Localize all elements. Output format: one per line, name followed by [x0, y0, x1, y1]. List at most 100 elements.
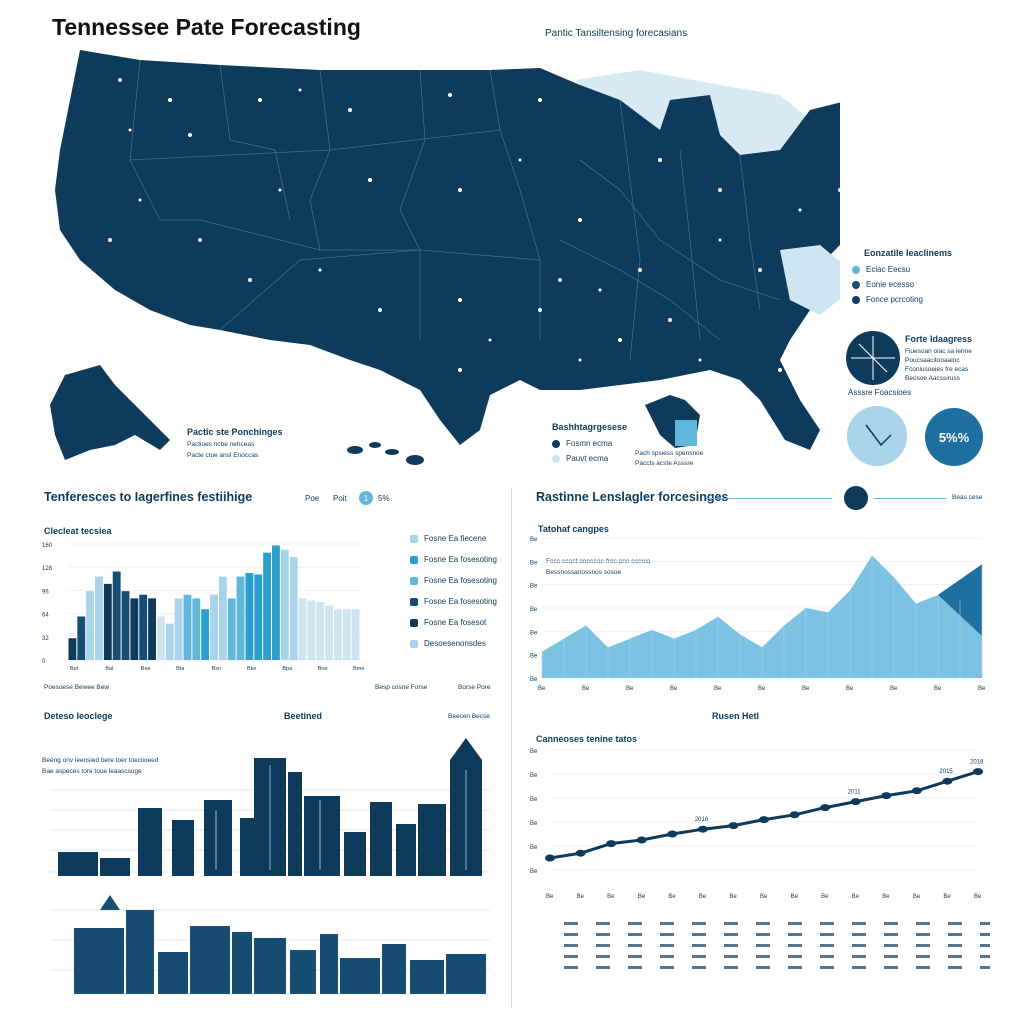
- panel2-dot-icon[interactable]: [844, 486, 868, 510]
- x-tick-label: Bme: [353, 666, 364, 672]
- panel3-title-mid: Beetined: [284, 711, 323, 721]
- map-caption-line-2: Pacte ctue ansl Enoccas: [187, 452, 259, 459]
- x-tick-label: Be: [758, 686, 766, 692]
- table-cell: [980, 955, 990, 958]
- bar: [254, 574, 263, 660]
- x-tick-label: Be: [890, 686, 898, 692]
- bar-legend-label: Fosne Ea fosesoting: [424, 576, 497, 585]
- legend-dot-icon: [552, 454, 560, 463]
- table-cell: [660, 922, 674, 925]
- circles-title: Forte Idaagress: [905, 334, 973, 344]
- table-cell: [788, 922, 802, 925]
- table-cell: [692, 944, 706, 947]
- panel1-control-1[interactable]: Poe: [305, 494, 320, 503]
- right-legend-item: Fonce pcrcoting: [852, 292, 952, 307]
- table-cell: [884, 933, 898, 936]
- y-tick-label: Be: [530, 821, 538, 827]
- line-point: [759, 816, 769, 824]
- x-tick-label: Be: [582, 686, 590, 692]
- map-legend-title: Bashhtagrgesese: [552, 422, 628, 432]
- y-tick-label: 128: [42, 566, 53, 572]
- table-cell: [980, 944, 990, 947]
- x-tick-label: Bne: [318, 666, 328, 672]
- y-tick-label: Be: [530, 630, 538, 636]
- bar-legend-item: Fosne Ea fosesoting: [410, 549, 497, 570]
- bar: [165, 623, 174, 660]
- map-subtitle: Pantic Tansiltensing forecasians: [545, 28, 688, 39]
- table-cell: [884, 955, 898, 958]
- table-cell: [852, 966, 866, 969]
- table-cell: [660, 933, 674, 936]
- x-tick-label: Bpa: [282, 666, 293, 672]
- table-cell: [852, 933, 866, 936]
- x-tick-label: Be: [670, 686, 678, 692]
- x-tick-label: Be: [729, 894, 737, 900]
- table-cell: [980, 933, 990, 936]
- x-tick-label: Be: [638, 894, 646, 900]
- table-cell: [692, 933, 706, 936]
- panel2-rule: [706, 498, 832, 499]
- table-cell: [756, 966, 770, 969]
- table-cell: [756, 955, 770, 958]
- panel1-control-3[interactable]: 5%: [378, 494, 390, 503]
- right-legend-item: Eciac Eecsu: [852, 262, 952, 277]
- x-tick-label: Bai: [105, 666, 113, 672]
- table-cell: [852, 955, 866, 958]
- line-point: [911, 787, 922, 795]
- x-tick-label: Bsn: [212, 666, 221, 672]
- x-tick-label: Be: [913, 894, 921, 900]
- line-point: [850, 798, 861, 806]
- y-tick-label: 32: [42, 636, 49, 642]
- table-cell: [948, 955, 962, 958]
- table-cell: [916, 922, 930, 925]
- bar: [77, 616, 86, 660]
- table-cell: [820, 966, 834, 969]
- point-label: 2018: [970, 760, 984, 766]
- legend-swatch-icon: [410, 597, 418, 606]
- table-cell: [756, 922, 770, 925]
- y-tick-label: Be: [530, 654, 538, 660]
- y-tick-label: Be: [530, 845, 538, 851]
- bar: [351, 609, 360, 660]
- panel1-toggle-icon[interactable]: 1: [359, 491, 373, 505]
- bar-legend-label: Fosne Ea fosesot: [424, 618, 487, 627]
- pale-circle-icon: [847, 406, 907, 466]
- table-cell: [788, 933, 802, 936]
- table-cell: [884, 966, 898, 969]
- panel1-subhead: Clecleat tecsiea: [44, 526, 112, 536]
- point-label: 2011: [848, 790, 862, 796]
- legend-swatch-icon: [410, 534, 418, 543]
- x-tick-label: Bke: [247, 666, 256, 672]
- table-cell: [564, 944, 578, 947]
- table-cell: [628, 966, 642, 969]
- map-legend-caption-1: Pach spsiess spensnoe: [635, 450, 704, 457]
- x-tick-label: Be: [668, 894, 676, 900]
- y-tick-label: Be: [530, 797, 538, 803]
- map-legend-item: Pauvt ecma: [552, 451, 627, 466]
- vertical-divider: [511, 488, 512, 1008]
- table-cell: [980, 966, 990, 969]
- table-cell: [692, 922, 706, 925]
- bar: [236, 576, 245, 660]
- point-label: 2016: [695, 817, 709, 823]
- panel3-title-left: Deteso Ieoclege: [44, 711, 113, 721]
- table-cell: [628, 944, 642, 947]
- bar-legend-item: Fosne Ea fosesot: [410, 612, 497, 633]
- panel4-title: Rusen Hetl: [712, 711, 760, 721]
- table-cell: [820, 922, 834, 925]
- line-point: [789, 811, 800, 819]
- map-legend-label: Pauvt ecma: [566, 454, 609, 463]
- panel1-control-2[interactable]: Poit: [333, 494, 347, 503]
- line-point: [636, 836, 647, 844]
- x-tick-label: Be: [626, 686, 634, 692]
- bar-chart: 0 32 64 96 128 160 Bet Bai Bee Bta Bsn Bke Bpa Bne Bme: [42, 543, 364, 672]
- table-cell: [756, 933, 770, 936]
- bar: [121, 591, 130, 660]
- line-chart: Be Be Be Be Be Be 2016 2011 2015 2018 Be Be Be Be Be Be…: [530, 749, 984, 900]
- table-cell: [660, 944, 674, 947]
- bar: [103, 583, 112, 660]
- table-cell: [724, 922, 738, 925]
- table-cell: [596, 944, 610, 947]
- x-tick-label: Be: [846, 686, 854, 692]
- x-tick-label: Bet: [70, 666, 79, 672]
